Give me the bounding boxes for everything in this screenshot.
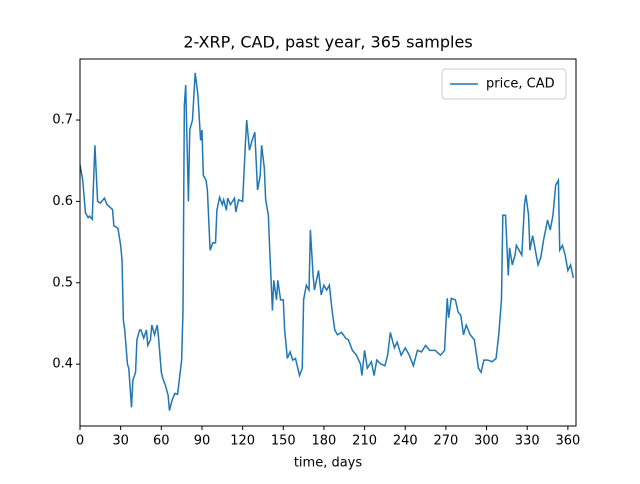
- x-tick-label: 360: [555, 434, 580, 449]
- chart-title: 2-XRP, CAD, past year, 365 samples: [183, 33, 472, 52]
- x-tick-label: 150: [271, 434, 296, 449]
- x-axis-label: time, days: [294, 456, 363, 471]
- y-tick-label: 0.4: [52, 357, 73, 372]
- x-tick-label: 60: [153, 434, 170, 449]
- x-tick-label: 240: [393, 434, 418, 449]
- x-tick-label: 0: [76, 434, 84, 449]
- x-tick-label: 30: [112, 434, 129, 449]
- x-tick-label: 90: [194, 434, 211, 449]
- x-tick-label: 120: [230, 434, 255, 449]
- x-tick-label: 180: [312, 434, 337, 449]
- y-tick-label: 0.5: [52, 275, 73, 290]
- x-tick-label: 330: [515, 434, 540, 449]
- legend-box: [441, 68, 567, 100]
- legend-label: price, CAD: [486, 77, 555, 92]
- x-tick-label: 210: [352, 434, 377, 449]
- plot-frame: [79, 58, 577, 427]
- y-tick-label: 0.6: [52, 194, 73, 209]
- line: [80, 72, 575, 411]
- x-tick-label: 270: [433, 434, 458, 449]
- y-tick-label: 0.7: [52, 113, 73, 128]
- x-tick-label: 300: [474, 434, 499, 449]
